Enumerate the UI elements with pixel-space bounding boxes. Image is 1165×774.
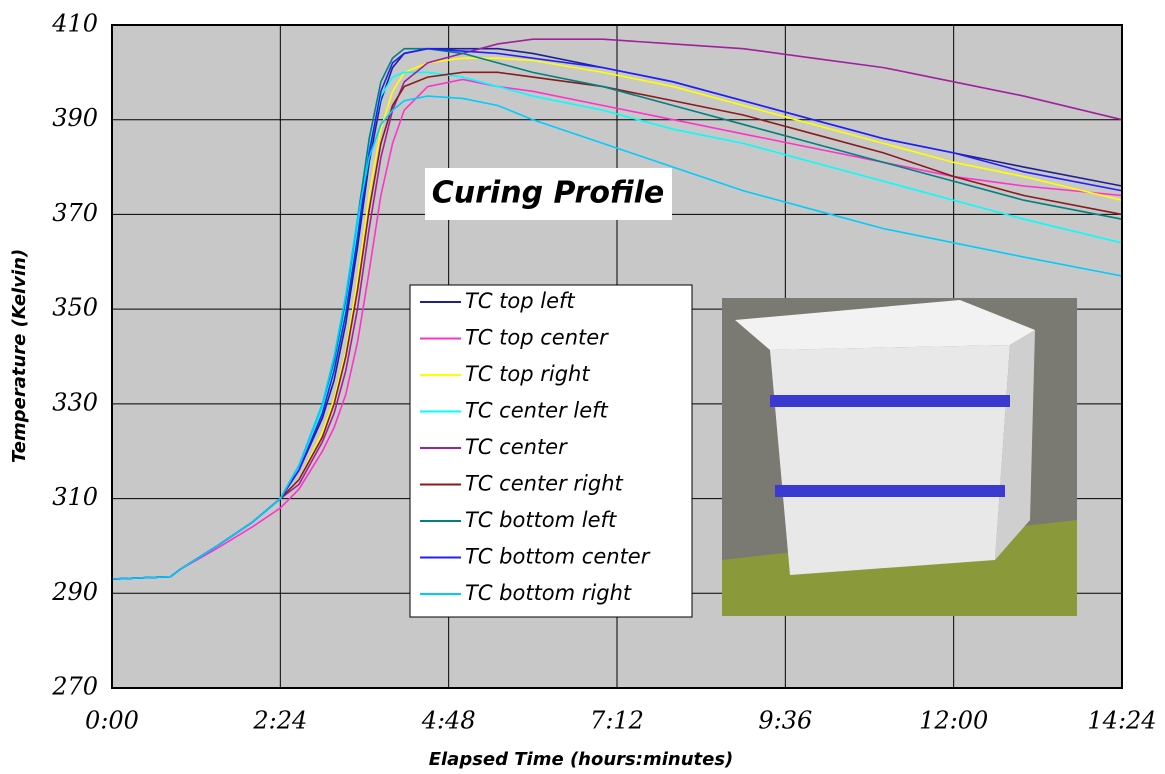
legend-label: TC center [465,435,568,459]
x-axis-label: Elapsed Time (hours:minutes) [429,749,734,770]
photo-box-top [735,300,1035,350]
photo-box-side [995,330,1035,560]
plot-frame [111,24,1123,689]
x-tick-label: 0:00 [85,707,139,735]
x-tick-label: 9:36 [758,707,812,735]
legend-label: TC top right [465,362,590,386]
legend-label: TC top left [465,289,575,313]
title-box [425,168,672,220]
y-axis-label: Temperature (Kelvin) [9,249,30,463]
x-tick-label: 7:12 [590,707,644,735]
y-tick-label: 310 [52,483,98,511]
legend-label: TC center left [465,399,609,423]
legend: TC top left TC top center TC top right TC c… [409,284,693,618]
photo-box-front [770,345,1010,575]
x-tick-label: 4:48 [421,707,476,735]
x-tick-label: 2:24 [252,707,307,735]
legend-label: TC top center [465,326,609,350]
y-tick-label: 370 [52,199,98,227]
legend-label: TC bottom left [465,508,617,532]
x-tick-label: 14:24 [1087,707,1156,735]
photo-strap [775,485,1005,497]
legend-label: TC center right [465,472,624,496]
y-tick-label: 270 [51,673,98,701]
series-line [111,95,1123,580]
y-tick-label: 350 [52,294,98,322]
y-tick-label: 330 [52,388,98,416]
photo-inset [722,298,1077,616]
lines [111,38,1123,580]
series-line [111,78,1123,580]
photo-strap [770,395,1010,407]
legend-label: TC bottom right [465,581,632,605]
y-tick-label: 410 [51,10,98,38]
chart-title: Curing Profile [432,176,664,211]
y-tick-label: 290 [51,578,98,606]
legend-label: TC bottom center [465,545,651,569]
legend-box [409,284,693,618]
y-tick-label: 390 [52,104,98,132]
x-tick-label: 12:00 [919,707,988,735]
